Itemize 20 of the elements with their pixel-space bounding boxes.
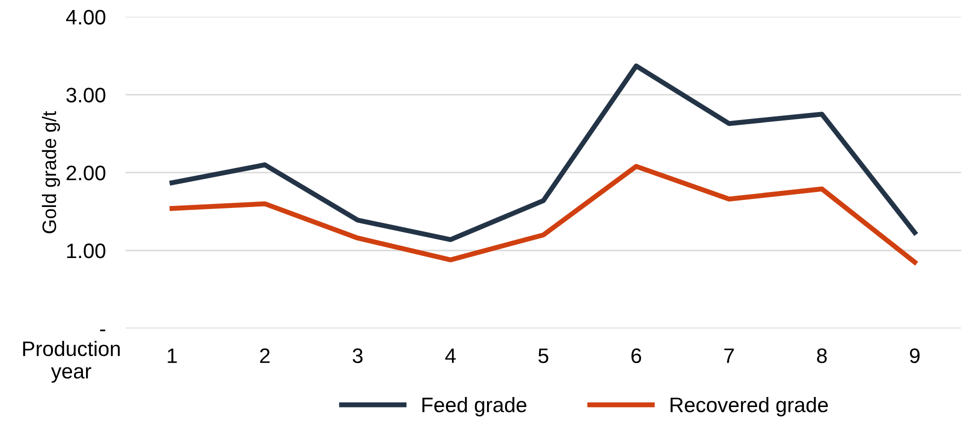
x-tick-label: 8: [817, 348, 827, 364]
x-tick-label: 5: [538, 348, 548, 364]
y-tick-label: 2.00: [66, 166, 106, 180]
legend-label: Feed grade: [422, 396, 526, 416]
line-series: [170, 164, 918, 265]
y-tick-label: -: [100, 330, 106, 332]
line-series: [170, 63, 918, 242]
x-tick-label: 7: [724, 348, 734, 363]
legend-label: Recovered grade: [670, 396, 828, 416]
y-tick-label: 3.00: [66, 88, 106, 102]
x-tick-label: 2: [260, 348, 270, 363]
y-tick-label: 1.00: [67, 243, 106, 258]
x-axis-title: Production year: [23, 340, 120, 383]
x-tick-label: 9: [910, 348, 920, 364]
x-tick-label: 6: [631, 348, 642, 364]
y-axis-title: Gold grade g/t: [42, 111, 60, 234]
y-tick-label: 4.00: [66, 10, 106, 25]
x-tick-label: 3: [352, 348, 363, 364]
x-tick-label: 1: [168, 348, 177, 363]
x-tick-label: 4: [445, 348, 456, 363]
